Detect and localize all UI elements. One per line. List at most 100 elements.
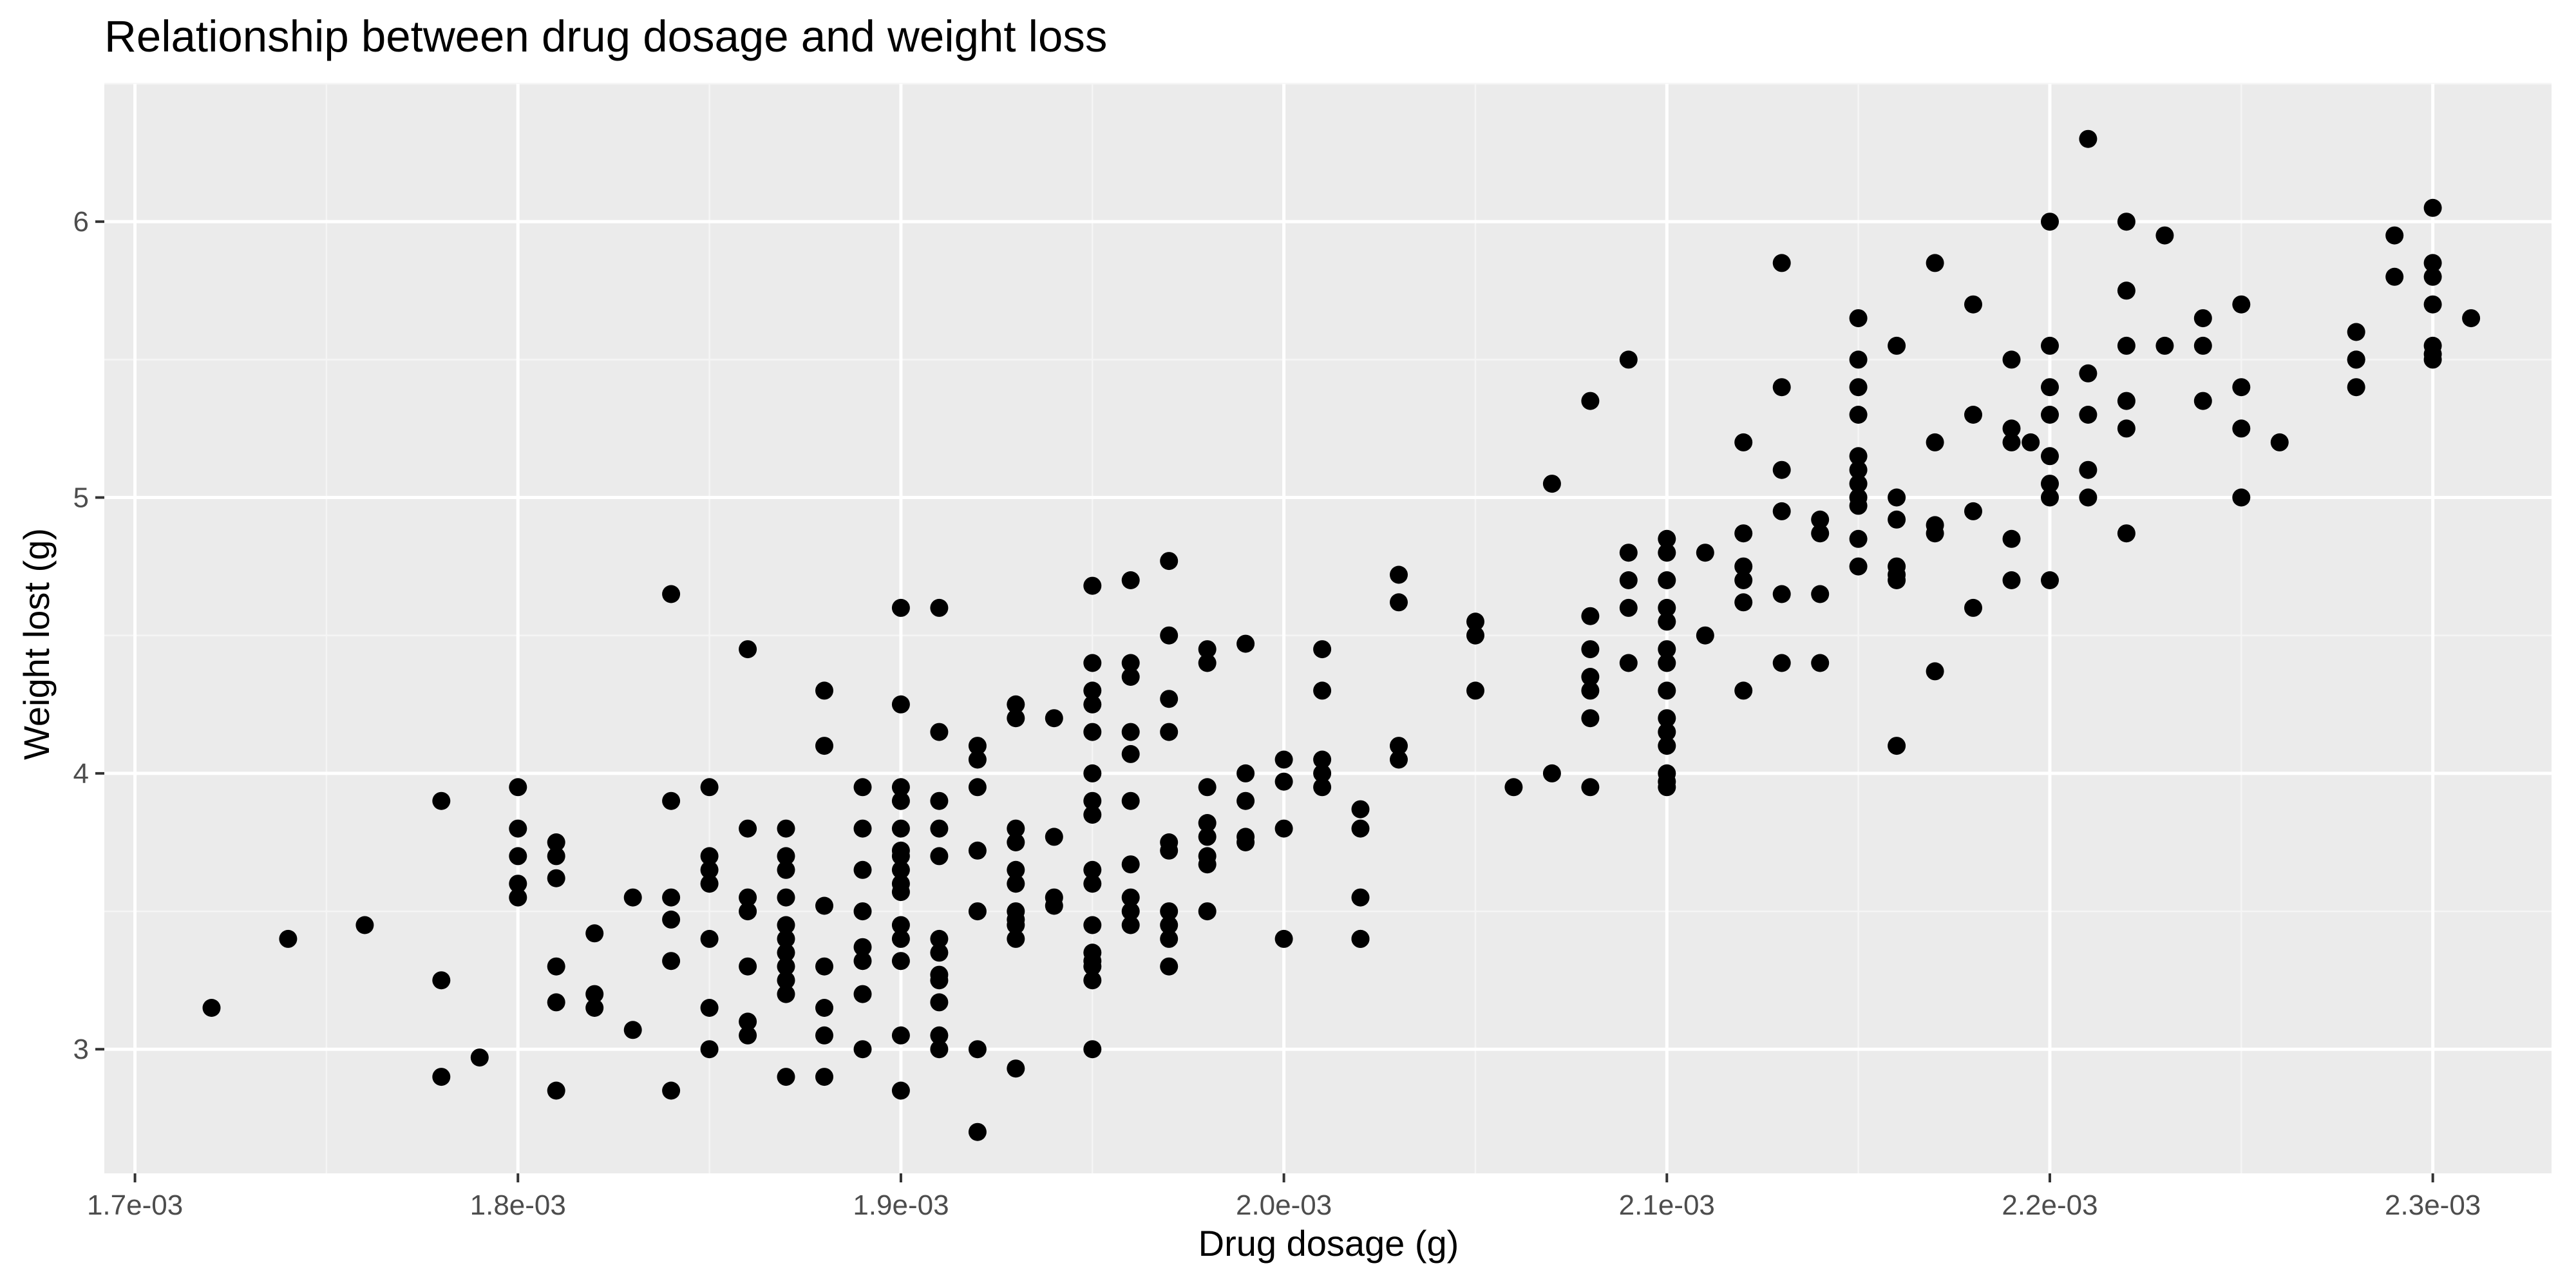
data-point	[1083, 875, 1102, 893]
data-point	[1926, 254, 1944, 272]
data-point	[739, 902, 757, 921]
data-point	[2423, 198, 2442, 217]
data-point	[1007, 709, 1025, 728]
data-point	[2347, 323, 2365, 341]
data-point	[930, 723, 949, 741]
data-point	[891, 847, 910, 866]
data-point	[1236, 791, 1255, 810]
data-point	[470, 1048, 489, 1067]
data-point	[1236, 764, 1255, 782]
data-point	[1007, 819, 1025, 838]
data-point	[1274, 772, 1293, 791]
data-point	[700, 999, 719, 1017]
data-point	[1083, 957, 1102, 976]
data-point	[815, 957, 833, 976]
data-point	[2462, 309, 2481, 328]
data-point	[2002, 433, 2021, 451]
data-point	[1734, 571, 1753, 589]
x-tick-label: 2.1e-03	[1619, 1189, 1715, 1221]
data-point	[1658, 598, 1676, 617]
data-point	[1772, 378, 1791, 397]
data-point	[891, 860, 910, 879]
data-point	[509, 888, 527, 907]
data-point	[1351, 929, 1370, 948]
data-point	[1964, 598, 1982, 617]
data-point	[2193, 392, 2212, 410]
data-point	[1734, 681, 1753, 700]
data-point	[585, 985, 604, 1003]
data-point	[623, 1021, 642, 1039]
y-tick-label: 6	[73, 206, 89, 238]
data-point	[1083, 695, 1102, 714]
data-point	[1849, 378, 1868, 397]
data-point	[2155, 336, 2174, 355]
data-point	[1466, 626, 1484, 645]
data-point	[1888, 488, 1906, 507]
data-point	[777, 1068, 795, 1086]
data-point	[2193, 309, 2212, 328]
data-point	[1007, 1059, 1025, 1078]
data-point	[968, 750, 987, 769]
data-point	[1390, 737, 1408, 755]
data-point	[1619, 571, 1638, 589]
data-point	[2232, 378, 2251, 397]
data-point	[1198, 640, 1217, 659]
data-point	[1083, 806, 1102, 824]
data-point	[1619, 598, 1638, 617]
data-point	[2385, 267, 2404, 286]
data-point	[1658, 529, 1676, 548]
data-point	[1083, 654, 1102, 672]
data-point	[930, 971, 949, 990]
data-point	[509, 778, 527, 797]
data-point	[891, 598, 910, 617]
data-point	[547, 869, 565, 887]
data-point	[815, 999, 833, 1017]
data-point	[1849, 447, 1868, 466]
data-point	[2041, 447, 2059, 466]
data-point	[891, 819, 910, 838]
y-tick-label: 5	[73, 482, 89, 514]
data-point	[2079, 129, 2098, 148]
data-point	[2079, 406, 2098, 424]
data-point	[968, 737, 987, 755]
data-point	[2002, 529, 2021, 548]
data-point	[1811, 585, 1830, 603]
data-point	[1658, 544, 1676, 562]
data-point	[777, 971, 795, 990]
data-point	[662, 1081, 681, 1100]
data-point	[2041, 571, 2059, 589]
data-point	[1811, 524, 1830, 543]
x-tick-label: 1.9e-03	[853, 1189, 949, 1221]
data-point	[930, 819, 949, 838]
chart-title: Relationship between drug dosage and wei…	[104, 12, 1107, 61]
data-point	[662, 888, 681, 907]
data-point	[700, 847, 719, 866]
data-point	[777, 916, 795, 934]
data-point	[930, 993, 949, 1012]
data-point	[2079, 460, 2098, 479]
data-point	[1849, 350, 1868, 369]
data-point	[1390, 565, 1408, 584]
data-point	[891, 929, 910, 948]
data-point	[853, 952, 872, 971]
data-point	[1007, 833, 1025, 851]
data-point	[777, 860, 795, 879]
data-point	[1658, 640, 1676, 659]
data-point	[2423, 267, 2442, 286]
data-point	[1658, 681, 1676, 700]
data-point	[1121, 723, 1140, 741]
data-point	[1466, 612, 1484, 631]
data-point	[1007, 860, 1025, 879]
data-point	[853, 902, 872, 921]
data-point	[2347, 350, 2365, 369]
data-point	[815, 681, 833, 700]
data-point	[2270, 433, 2289, 451]
data-point	[1045, 709, 1063, 728]
data-point	[1160, 690, 1179, 708]
data-point	[279, 929, 298, 948]
data-point	[585, 924, 604, 943]
data-point	[2041, 378, 2059, 397]
data-point	[1849, 475, 1868, 493]
y-axis: 3 4 5 6	[73, 206, 104, 1065]
data-point	[2232, 488, 2251, 507]
